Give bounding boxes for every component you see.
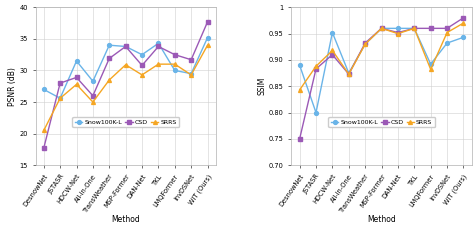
CSD	[73, 76, 79, 79]
CSD	[329, 53, 335, 56]
SRRS	[155, 63, 161, 66]
SRRS	[172, 63, 178, 66]
SRRS	[205, 44, 210, 47]
SRRS	[428, 68, 434, 71]
CSD	[297, 138, 302, 140]
SRRS	[461, 22, 466, 25]
CSD	[172, 53, 178, 56]
SRRS	[395, 32, 401, 35]
Snow100K-L	[346, 72, 352, 75]
Snow100K-L	[172, 69, 178, 72]
Snow100K-L	[73, 60, 79, 62]
CSD	[205, 20, 210, 23]
SRRS	[411, 27, 417, 30]
Snow100K-L	[107, 44, 112, 47]
CSD	[57, 82, 63, 85]
Line: Snow100K-L: Snow100K-L	[298, 26, 465, 114]
CSD	[188, 58, 194, 61]
SRRS	[57, 97, 63, 100]
Snow100K-L	[329, 31, 335, 34]
CSD	[461, 16, 466, 19]
CSD	[139, 64, 145, 67]
CSD	[107, 57, 112, 60]
Snow100K-L	[123, 45, 128, 48]
Snow100K-L	[379, 27, 384, 30]
CSD	[411, 27, 417, 30]
SRRS	[73, 83, 79, 86]
SRRS	[329, 49, 335, 52]
Snow100K-L	[205, 36, 210, 39]
SRRS	[313, 65, 319, 68]
Y-axis label: PSNR (dB): PSNR (dB)	[8, 67, 17, 106]
Snow100K-L	[139, 53, 145, 56]
Snow100K-L	[411, 27, 417, 30]
CSD	[395, 31, 401, 34]
Line: SRRS: SRRS	[42, 43, 210, 132]
SRRS	[123, 63, 128, 66]
SRRS	[362, 43, 368, 46]
Snow100K-L	[428, 63, 434, 66]
SRRS	[139, 73, 145, 76]
Snow100K-L	[444, 42, 450, 44]
Legend: Snow100K-L, CSD, SRRS: Snow100K-L, CSD, SRRS	[73, 117, 179, 127]
SRRS	[379, 27, 384, 30]
Snow100K-L	[313, 111, 319, 114]
Snow100K-L	[362, 43, 368, 46]
CSD	[41, 147, 46, 150]
CSD	[428, 27, 434, 30]
Snow100K-L	[90, 80, 96, 83]
Line: Snow100K-L: Snow100K-L	[42, 36, 210, 100]
SRRS	[107, 78, 112, 81]
Snow100K-L	[41, 88, 46, 91]
SRRS	[41, 129, 46, 132]
Snow100K-L	[395, 27, 401, 30]
CSD	[90, 94, 96, 97]
SRRS	[346, 73, 352, 76]
Snow100K-L	[297, 64, 302, 67]
CSD	[362, 42, 368, 44]
X-axis label: Method: Method	[367, 215, 396, 224]
SRRS	[444, 31, 450, 34]
Snow100K-L	[461, 36, 466, 39]
CSD	[123, 45, 128, 48]
CSD	[313, 68, 319, 70]
SRRS	[188, 73, 194, 76]
Line: CSD: CSD	[42, 20, 210, 150]
Snow100K-L	[155, 42, 161, 45]
SRRS	[90, 101, 96, 104]
Legend: Snow100K-L, CSD, SRRS: Snow100K-L, CSD, SRRS	[328, 117, 435, 127]
Line: SRRS: SRRS	[298, 21, 465, 92]
Snow100K-L	[57, 97, 63, 100]
CSD	[379, 27, 384, 30]
Snow100K-L	[188, 72, 194, 75]
CSD	[155, 45, 161, 48]
X-axis label: Method: Method	[111, 215, 140, 224]
CSD	[346, 73, 352, 76]
Y-axis label: SSIM: SSIM	[257, 77, 266, 95]
SRRS	[297, 88, 302, 91]
CSD	[444, 27, 450, 30]
Line: CSD: CSD	[298, 16, 465, 141]
